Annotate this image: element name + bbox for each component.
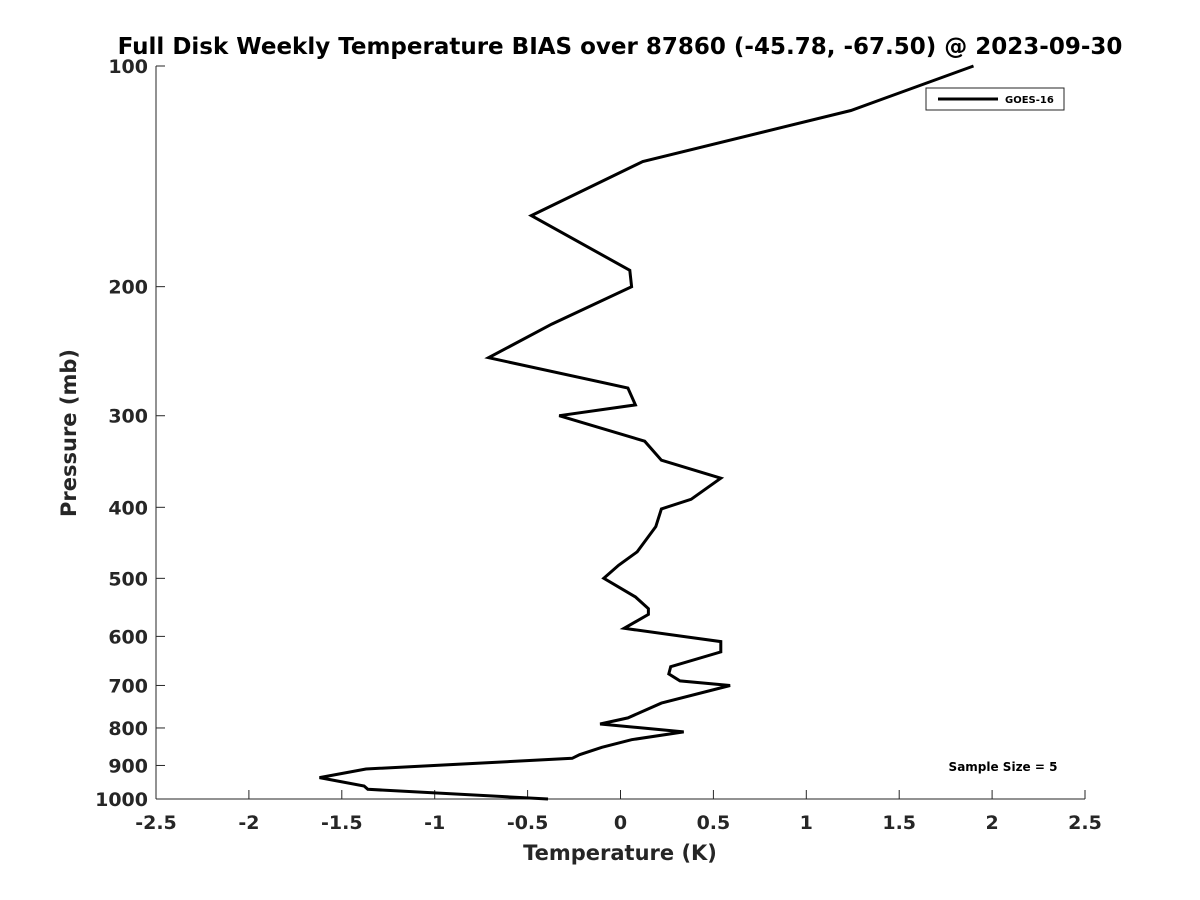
x-tick-label: -1: [424, 812, 445, 834]
x-ticks: -2.5 -2 -1.5 -1 -0.5 0 0.5 1 1.5 2 2.5: [135, 790, 1102, 834]
y-tick-label: 400: [108, 497, 148, 519]
legend: GOES-16: [925, 87, 1065, 111]
y-tick-label: 900: [108, 755, 148, 777]
x-tick-label: 0.5: [697, 812, 731, 834]
y-tick-label: 100: [108, 56, 148, 78]
x-tick-label: 1: [800, 812, 813, 834]
y-tick-label: 800: [108, 718, 148, 740]
series-line-goes-16: [319, 64, 975, 801]
y-tick-label: 300: [108, 406, 148, 428]
x-tick-label: 1.5: [882, 812, 916, 834]
series-group: [319, 64, 975, 801]
sample-size-annotation: Sample Size = 5: [949, 760, 1058, 774]
y-tick-label: 200: [108, 277, 148, 299]
legend-label: GOES-16: [1005, 95, 1054, 106]
x-tick-label: 2: [985, 812, 998, 834]
y-tick-label: 600: [108, 626, 148, 648]
y-ticks: 100 200 300 400 500 600 700 800 900 1000: [95, 56, 165, 811]
y-tick-label: 700: [108, 675, 148, 697]
y-tick-label: 500: [108, 568, 148, 590]
x-axis-label: Temperature (K): [523, 841, 717, 865]
x-tick-label: -1.5: [321, 812, 363, 834]
y-axis-label: Pressure (mb): [57, 349, 81, 517]
x-tick-label: -2.5: [135, 812, 177, 834]
chart-title: Full Disk Weekly Temperature BIAS over 8…: [118, 34, 1123, 60]
x-tick-label: -2: [238, 812, 259, 834]
x-tick-label: 0: [614, 812, 627, 834]
x-tick-label: -0.5: [507, 812, 549, 834]
y-tick-label: 1000: [95, 789, 148, 811]
x-tick-label: 2.5: [1068, 812, 1102, 834]
